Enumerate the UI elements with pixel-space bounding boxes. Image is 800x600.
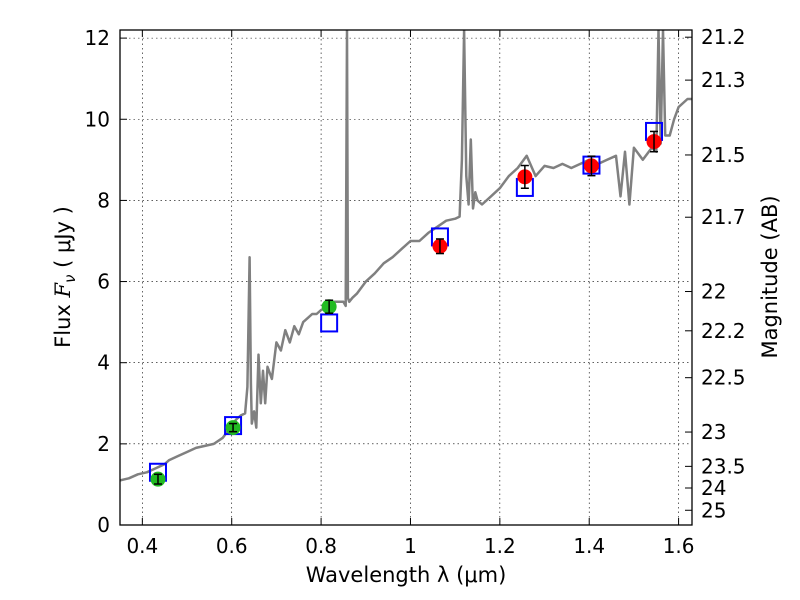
x-tick-label: 0.8 [305, 534, 337, 558]
y2-tick-label: 23 [701, 420, 726, 444]
x-tick-label: 1.6 [663, 534, 695, 558]
y2-tick-label: 22.5 [701, 366, 746, 390]
y-axis-left: 0 2 4 6 8 10 12 [85, 26, 127, 537]
y2-tick-label: 22.2 [701, 319, 746, 343]
y-axis-title-prefix: Flux [51, 298, 75, 348]
y-tick-label: 10 [85, 107, 110, 131]
x-tick-label: 1.4 [573, 534, 605, 558]
x-tick-label: 1 [404, 534, 417, 558]
y-tick-label: 4 [97, 351, 110, 375]
y2-tick-label: 25 [701, 498, 726, 522]
y2-tick-label: 21.2 [701, 25, 746, 49]
y2-tick-label: 22 [701, 280, 726, 304]
plot-frame [119, 29, 693, 526]
y2-tick-label: 21.7 [701, 205, 746, 229]
y-tick-label: 0 [97, 513, 110, 537]
y-axis-title-symbol: F [51, 282, 75, 299]
y2-tick-label: 23.5 [701, 454, 746, 478]
y2-tick-label: 24 [701, 476, 726, 500]
y2-tick-label: 21.5 [701, 143, 746, 167]
photometry-points [150, 130, 662, 487]
y-axis-title-suffix: ( μJy ) [51, 206, 75, 274]
x-axis-title: Wavelength λ (μm) [306, 563, 507, 587]
x-grid [142, 30, 679, 525]
model-spectrum-line [120, 30, 692, 482]
y-grid [120, 37, 692, 526]
y-tick-label: 2 [97, 432, 110, 456]
y2-axis-title: Magnitude (AB) [758, 195, 782, 358]
spectrum-layer [120, 30, 692, 482]
x-tick-label: 0.6 [216, 534, 248, 558]
y-tick-label: 6 [97, 270, 110, 294]
x-axis: 0.4 0.6 0.8 1 1.2 1.4 1.6 [126, 30, 695, 558]
x-tick-label: 0.4 [126, 534, 158, 558]
x-tick-label: 1.2 [484, 534, 516, 558]
y-axis-title: Flux Fν ( μJy ) [51, 206, 79, 348]
model-band-box [320, 313, 339, 333]
y-axis-title-subscript: ν [61, 275, 79, 283]
grid [120, 30, 692, 526]
y-tick-label: 8 [97, 188, 110, 212]
y-tick-label: 12 [85, 26, 110, 50]
y2-tick-label: 21.3 [701, 68, 746, 92]
